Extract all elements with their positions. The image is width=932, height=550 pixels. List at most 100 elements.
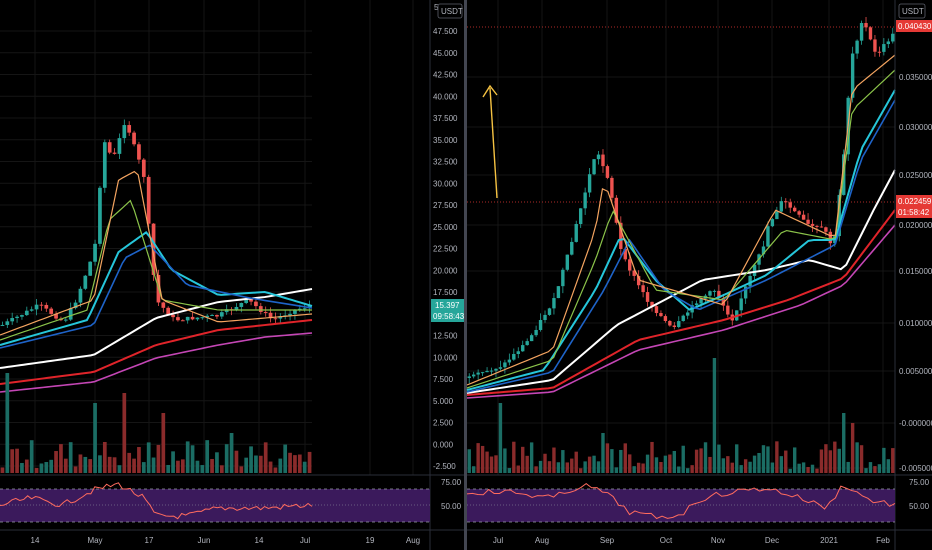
volume-bar bbox=[156, 444, 161, 473]
volume-bar bbox=[258, 455, 263, 473]
volume-bar bbox=[792, 447, 797, 473]
candle-body bbox=[743, 286, 748, 299]
volume-bar bbox=[810, 464, 815, 473]
left-currency-label: USDT bbox=[441, 7, 463, 16]
volume-bar bbox=[877, 464, 882, 473]
candle-body bbox=[538, 320, 543, 330]
volume-bar bbox=[565, 462, 570, 473]
volume-bar bbox=[117, 465, 122, 473]
price-tick-label: 27.500 bbox=[433, 201, 458, 210]
volume-bar bbox=[268, 461, 273, 473]
candle-body bbox=[146, 176, 151, 224]
ma-red bbox=[466, 209, 896, 396]
right-chart-pane[interactable]: 0.035000 0.030000 0.025000 0.020000 0.015000… bbox=[466, 0, 932, 550]
volume-bar bbox=[122, 393, 127, 473]
volume-bar bbox=[824, 444, 828, 473]
pane-splitter[interactable] bbox=[464, 0, 467, 550]
volume-bar bbox=[112, 457, 117, 473]
price-tick-label: 0.010000 bbox=[899, 319, 932, 328]
volume-bar bbox=[471, 466, 476, 473]
volume-bar bbox=[39, 463, 44, 473]
volume-bar bbox=[137, 447, 141, 473]
volume-bar bbox=[788, 468, 792, 473]
candle-body bbox=[210, 314, 214, 316]
volume-bar bbox=[806, 467, 810, 473]
right-time-axis[interactable]: Jul Aug Sep Oct Nov Dec 2021 Feb bbox=[493, 536, 891, 545]
volume-bar bbox=[868, 462, 873, 473]
volume-bar bbox=[619, 449, 623, 473]
volume-bar bbox=[654, 457, 659, 473]
volume-bar bbox=[739, 465, 743, 473]
candle-body bbox=[886, 41, 891, 45]
volume-bar bbox=[480, 445, 485, 473]
candle-body bbox=[677, 321, 681, 327]
candle-body bbox=[721, 297, 726, 306]
volume-bar bbox=[882, 447, 886, 473]
volume-bar bbox=[297, 454, 302, 473]
price-tick-label: 0.025000 bbox=[899, 171, 932, 180]
right-price-badge bbox=[896, 20, 932, 32]
candle-body bbox=[574, 224, 578, 242]
right-ref-price-label: 0.022459 bbox=[898, 197, 932, 206]
price-tick-label: 35.000 bbox=[433, 136, 458, 145]
volume-bar bbox=[636, 462, 641, 473]
volume-bar bbox=[842, 413, 846, 473]
candle-body bbox=[775, 211, 779, 220]
rsi-tick-label: 75.00 bbox=[441, 478, 462, 487]
candle-body bbox=[801, 214, 806, 220]
right-price-axis[interactable]: 0.035000 0.030000 0.025000 0.020000 0.015000… bbox=[899, 73, 932, 473]
candle-body bbox=[587, 174, 592, 193]
volume-bar bbox=[244, 457, 249, 473]
candle-body bbox=[171, 314, 175, 318]
volume-bar bbox=[73, 466, 78, 473]
candle-body bbox=[161, 302, 166, 308]
price-tick-label: 20.000 bbox=[433, 266, 458, 275]
candle-body bbox=[659, 313, 663, 317]
date-tick-label: Aug bbox=[406, 536, 420, 545]
volume-bar bbox=[516, 465, 520, 473]
candle-body bbox=[512, 354, 516, 360]
up-arrow-annotation-icon[interactable] bbox=[482, 84, 498, 199]
volume-bar bbox=[273, 467, 278, 473]
price-tick-label: 10.000 bbox=[433, 353, 458, 362]
candle-body bbox=[476, 372, 480, 375]
price-tick-label: 37.500 bbox=[433, 114, 458, 123]
right-price-label: 0.040430 bbox=[898, 22, 932, 31]
ma-cyan bbox=[0, 231, 313, 346]
volume-bar bbox=[293, 455, 297, 473]
right-currency-badge[interactable] bbox=[898, 3, 926, 19]
left-currency-badge[interactable] bbox=[437, 3, 463, 19]
price-tick-label: 0.005000 bbox=[899, 367, 932, 376]
candle-body bbox=[641, 285, 645, 293]
left-countdown-label: 09:58:43 bbox=[433, 312, 465, 321]
candle-body bbox=[44, 304, 49, 309]
volume-bar bbox=[68, 442, 73, 473]
candle-body bbox=[766, 226, 770, 247]
volume-bar bbox=[288, 452, 292, 473]
candle-body bbox=[610, 177, 614, 198]
left-chart-pane[interactable]: 47.500 45.000 42.500 40.000 37.500 35.000 32.5… bbox=[0, 0, 465, 550]
volume-bar bbox=[864, 468, 868, 473]
volume-bar bbox=[543, 453, 547, 473]
candle-body bbox=[205, 315, 210, 318]
volume-bar bbox=[494, 455, 498, 473]
candle-body bbox=[302, 308, 307, 310]
left-volume-bars bbox=[0, 373, 312, 473]
volume-bar bbox=[239, 466, 244, 473]
date-tick-label: 14 bbox=[31, 536, 40, 545]
volume-bar bbox=[628, 454, 632, 473]
candle-body bbox=[507, 359, 512, 363]
candle-body bbox=[685, 312, 690, 316]
candle-body bbox=[552, 298, 556, 309]
volume-bar bbox=[302, 461, 307, 473]
left-time-axis[interactable]: 14 May 17 Jun 14 Jul 19 Aug bbox=[31, 536, 421, 545]
volume-bar bbox=[886, 459, 891, 473]
ma-white bbox=[0, 288, 313, 369]
ma-blue bbox=[0, 244, 313, 349]
candle-body bbox=[293, 309, 297, 314]
volume-bar bbox=[283, 444, 288, 473]
volume-bar bbox=[529, 442, 534, 473]
candle-body bbox=[480, 372, 485, 374]
candle-body bbox=[877, 51, 882, 53]
candle-body bbox=[489, 370, 494, 372]
